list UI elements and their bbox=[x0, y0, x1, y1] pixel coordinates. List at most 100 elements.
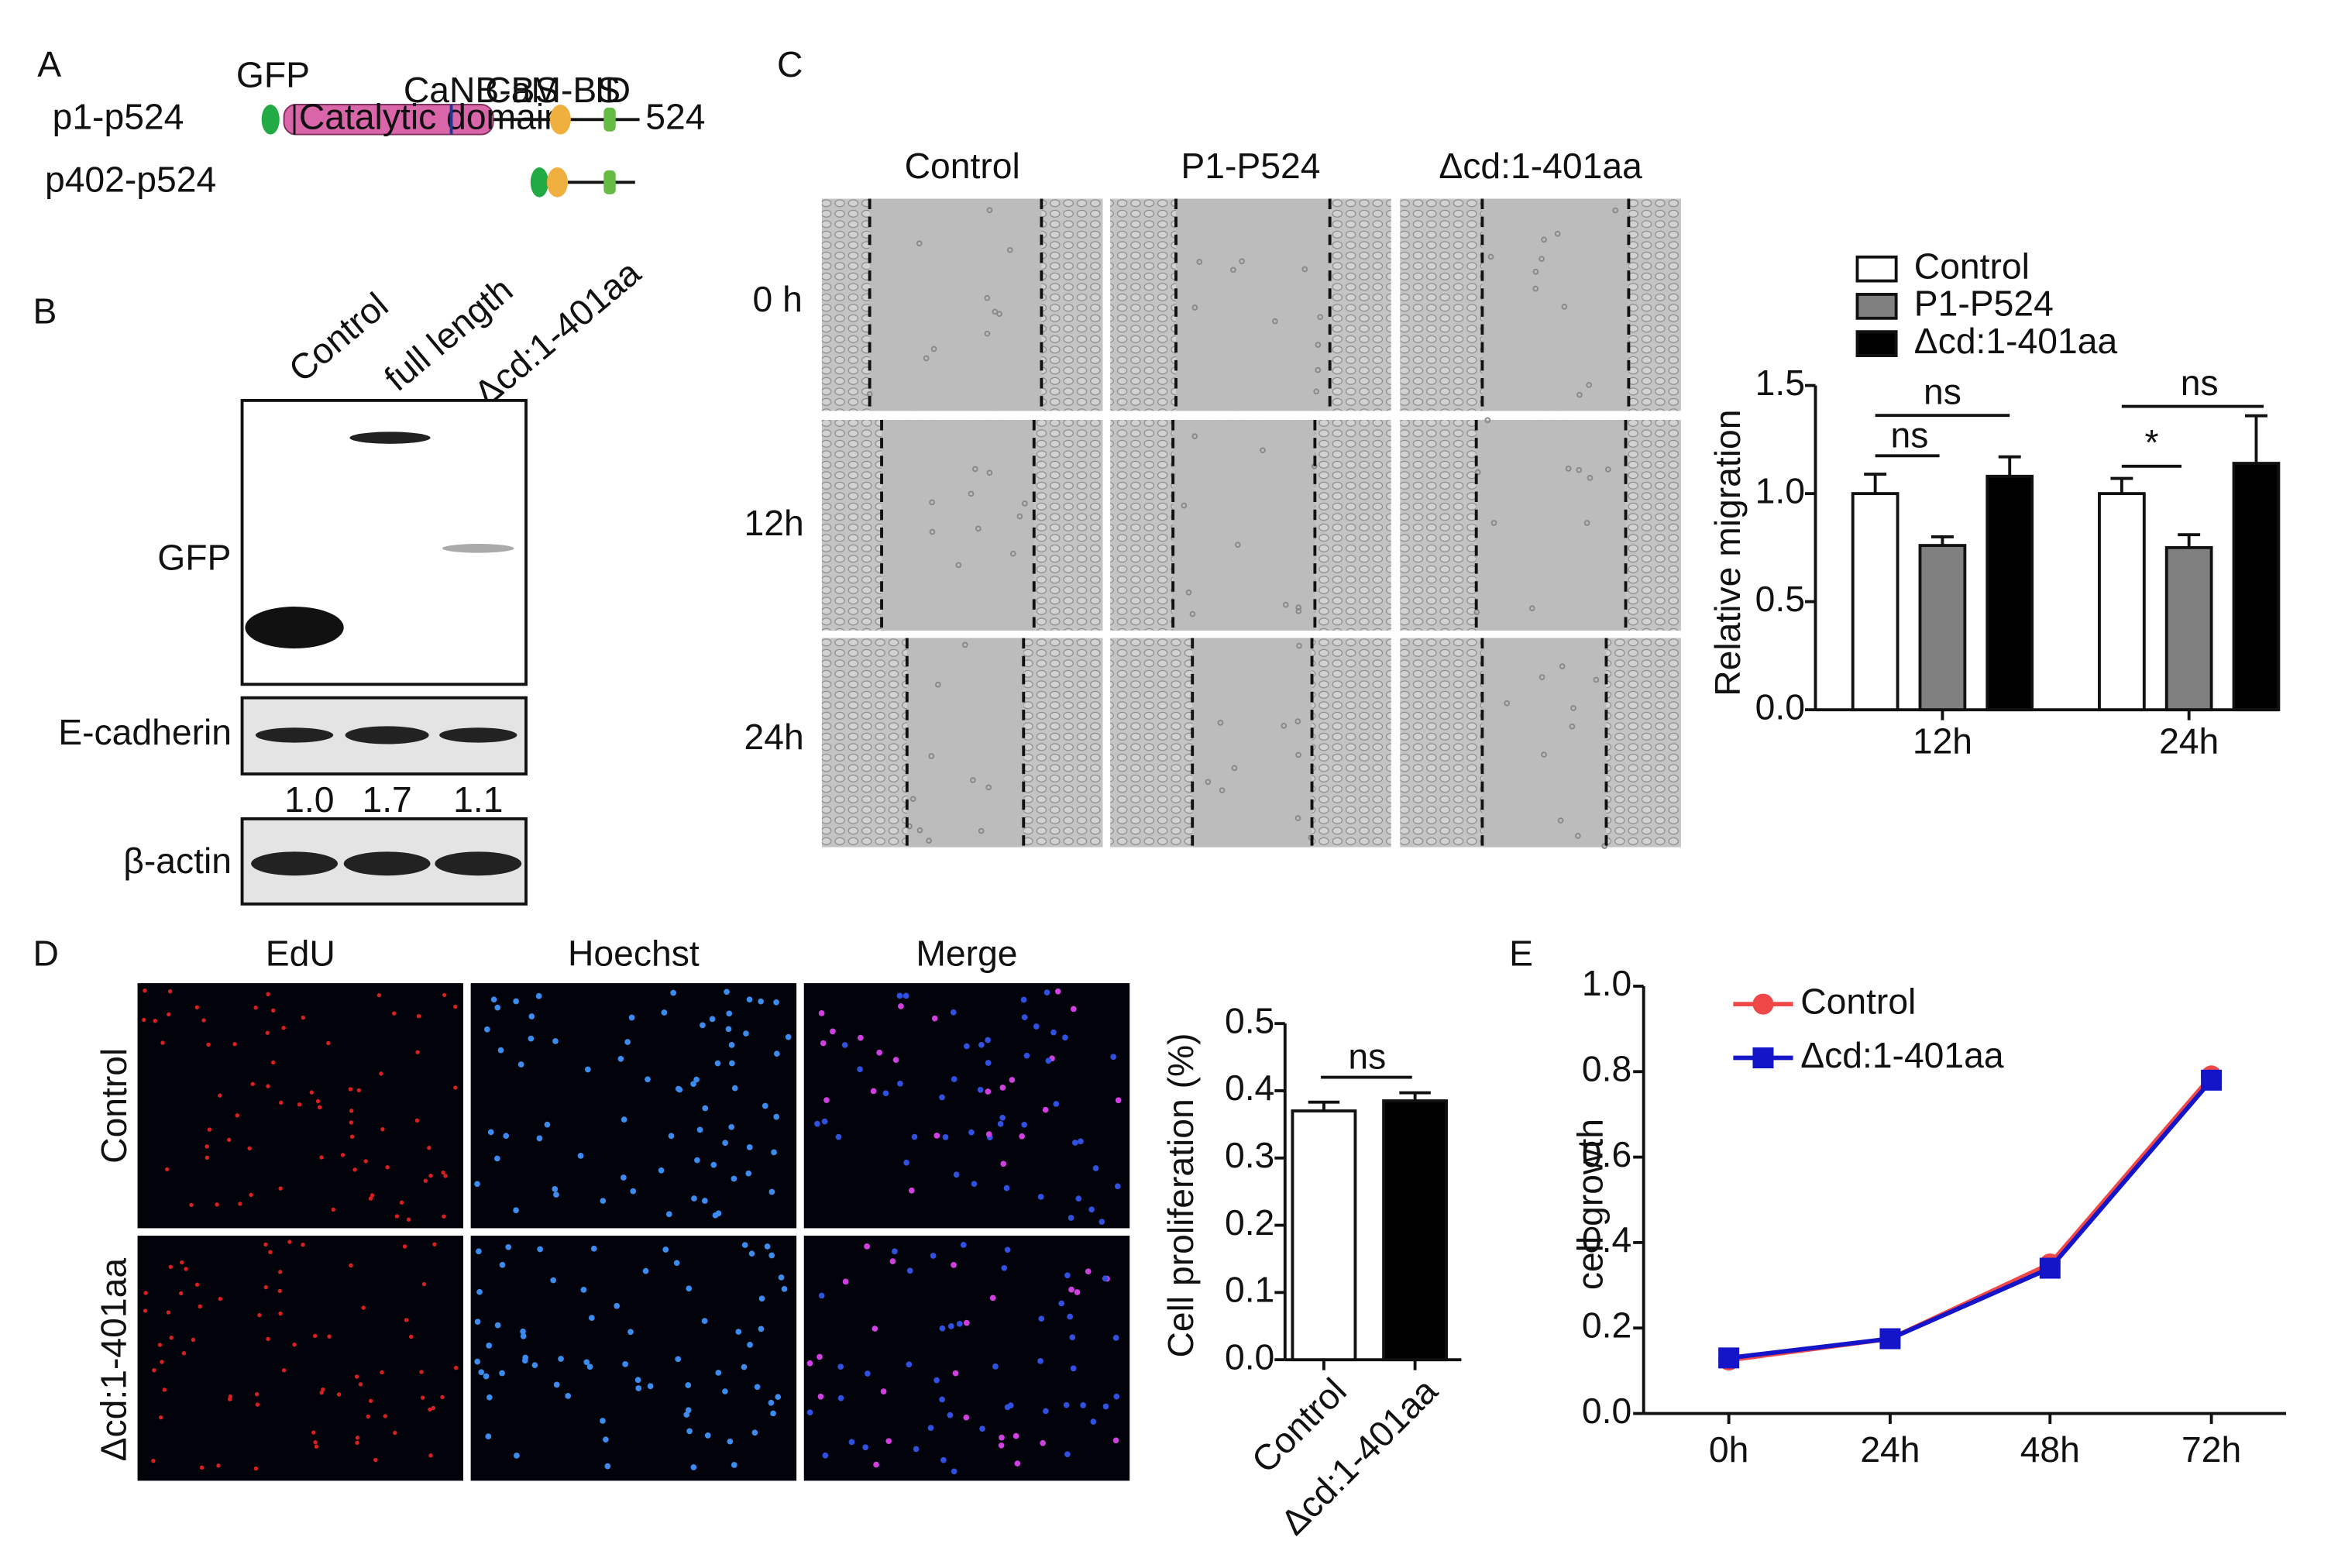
nucleus bbox=[956, 1321, 963, 1327]
nucleus bbox=[817, 1353, 823, 1360]
nucleus bbox=[373, 1457, 378, 1463]
nucleus bbox=[420, 1395, 425, 1400]
y-tick-label: 1.0 bbox=[1582, 963, 1631, 1003]
nucleus bbox=[205, 1144, 209, 1149]
debris bbox=[1586, 382, 1593, 388]
debris bbox=[916, 240, 923, 247]
nucleus bbox=[1023, 1052, 1030, 1059]
nucleus bbox=[673, 1260, 680, 1267]
debris bbox=[1575, 833, 1581, 839]
y-tick-label: 0.3 bbox=[1225, 1135, 1274, 1175]
y-tick-label: 0.0 bbox=[1755, 686, 1805, 727]
marker bbox=[1718, 1347, 1740, 1369]
nucleus bbox=[1070, 1006, 1077, 1013]
nucleus bbox=[297, 1102, 302, 1107]
nucleus bbox=[317, 1105, 322, 1109]
error-bar bbox=[2178, 533, 2201, 548]
x-tick-label: 24h bbox=[1860, 1429, 1920, 1470]
nucleus bbox=[951, 1262, 957, 1268]
nucleus bbox=[1004, 1404, 1011, 1411]
nucleus bbox=[1075, 1195, 1082, 1202]
annotation: ns bbox=[2181, 363, 2219, 403]
y-tick-label: 0.6 bbox=[1582, 1134, 1631, 1174]
fluorescence-image bbox=[137, 1236, 464, 1481]
nucleus bbox=[743, 1030, 749, 1037]
nucleus bbox=[635, 1385, 642, 1391]
nucleus bbox=[686, 1285, 693, 1292]
nucleus bbox=[814, 1120, 820, 1127]
nucleus bbox=[1054, 988, 1061, 995]
nucleus bbox=[731, 1085, 738, 1092]
nucleus bbox=[168, 1264, 173, 1269]
nucleus bbox=[963, 1043, 970, 1050]
catalytic-domain bbox=[283, 104, 494, 136]
nucleus bbox=[603, 1436, 609, 1443]
nucleus bbox=[361, 1305, 366, 1310]
nucleus bbox=[785, 1033, 792, 1040]
debris bbox=[1191, 304, 1198, 311]
nucleus bbox=[142, 1017, 146, 1023]
debris bbox=[1587, 475, 1594, 481]
nucleus bbox=[178, 1291, 184, 1296]
nucleus bbox=[228, 1394, 233, 1399]
bar bbox=[1985, 474, 2034, 712]
nucleus bbox=[724, 989, 730, 995]
band-ratio: 1.0 bbox=[284, 779, 334, 820]
nucleus bbox=[702, 1105, 709, 1112]
debris bbox=[1313, 388, 1320, 395]
nucleus bbox=[169, 1336, 174, 1340]
nucleus bbox=[278, 1186, 283, 1191]
nucleus bbox=[1069, 1334, 1076, 1341]
nucleus bbox=[758, 998, 764, 1005]
debris bbox=[1317, 314, 1324, 321]
nucleus bbox=[927, 1425, 934, 1431]
nucleus bbox=[485, 1433, 492, 1440]
row-label: Δcd:1-401aa bbox=[94, 1258, 134, 1462]
nucleus bbox=[207, 1127, 212, 1132]
nucleus bbox=[768, 1399, 775, 1406]
column-label: P1-P524 bbox=[1181, 146, 1320, 186]
nucleus bbox=[152, 1368, 156, 1373]
nucleus bbox=[971, 1181, 978, 1188]
nucleus bbox=[402, 1244, 407, 1249]
debris bbox=[1532, 285, 1539, 292]
nucleus bbox=[731, 1462, 737, 1468]
panel-label: B bbox=[33, 291, 57, 331]
nucleus bbox=[670, 989, 677, 996]
nucleus bbox=[842, 1278, 849, 1285]
nucleus bbox=[685, 1407, 692, 1414]
wound-area bbox=[882, 419, 1034, 631]
nucleus bbox=[668, 1133, 675, 1140]
nucleus bbox=[728, 1123, 735, 1130]
nucleus bbox=[754, 1384, 761, 1391]
nucleus bbox=[1112, 1334, 1119, 1341]
nucleus bbox=[356, 1088, 362, 1093]
debris bbox=[1315, 366, 1322, 373]
nucleus bbox=[531, 1362, 538, 1369]
nucleus bbox=[590, 1245, 597, 1252]
nucleus bbox=[520, 1332, 527, 1339]
nucleus bbox=[771, 1149, 777, 1156]
nucleus bbox=[1043, 1408, 1049, 1415]
nucleus bbox=[216, 1463, 221, 1468]
nucleus bbox=[199, 1465, 205, 1470]
debris bbox=[1295, 604, 1302, 611]
nucleus bbox=[537, 1246, 543, 1253]
debris bbox=[984, 294, 991, 301]
debris bbox=[1217, 720, 1224, 726]
nucleus bbox=[621, 1116, 627, 1123]
nucleus bbox=[758, 1326, 765, 1332]
legend-label: Control bbox=[1800, 981, 1916, 1021]
nucleus bbox=[896, 992, 903, 999]
band bbox=[439, 727, 517, 743]
gfp-domain bbox=[530, 167, 548, 198]
debris bbox=[930, 346, 937, 352]
nucleus bbox=[428, 1453, 433, 1458]
nucleus bbox=[478, 1369, 485, 1376]
nucleus bbox=[906, 1267, 913, 1274]
x-tick-label: 72h bbox=[2181, 1429, 2241, 1470]
nucleus bbox=[817, 1393, 824, 1400]
nucleus bbox=[380, 1126, 385, 1132]
nucleus bbox=[864, 1243, 870, 1250]
nucleus bbox=[1019, 1133, 1026, 1140]
